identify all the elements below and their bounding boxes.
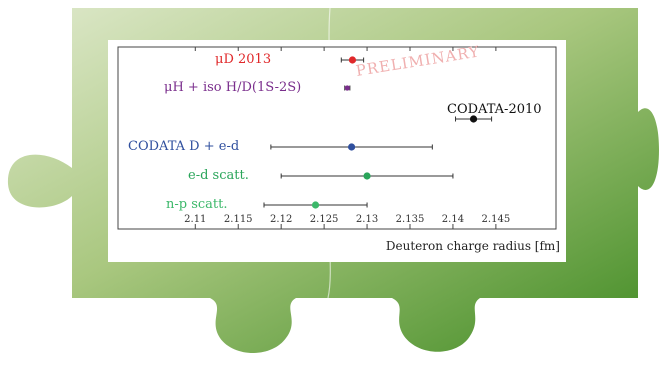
x-tick-label: 2.145 [481,214,511,225]
data-point-2 [344,85,351,91]
x-tick-label: 2.12 [270,214,293,225]
x-tick-label: 2.11 [184,214,207,225]
data-marker [348,143,356,151]
data-point-4 [270,143,433,151]
chart-plot-area [117,46,557,230]
data-marker [363,172,371,180]
data-point-6 [263,201,368,209]
data-marks [263,56,493,209]
data-marker [348,56,357,64]
series-label-3: CODATA-2010 [447,102,542,117]
data-point-1 [340,56,365,64]
x-tick-label: 2.14 [441,214,465,225]
x-tick-label: 2.135 [395,214,425,225]
plot-frame [117,46,557,230]
series-label-6: n-p scatt. [166,197,228,212]
data-marker [344,85,350,91]
x-axis-title: Deuteron charge radius [fm] [385,239,560,253]
data-marker [469,115,478,123]
data-point-3 [455,115,493,123]
x-tick-label: 2.13 [355,214,379,225]
chart-panel: PRELIMINARY μD 2013 μH + iso H/D(1S-2S) CO… [108,40,566,262]
series-label-2: μH + iso H/D(1S-2S) [164,80,302,95]
series-label-4: CODATA D + e-d [128,139,240,154]
series-label-5: e-d scatt. [188,168,249,183]
x-tick-label: 2.115 [223,214,253,225]
tick-marks [194,47,497,229]
data-marker [311,201,320,209]
series-label-1: μD 2013 [215,52,272,67]
data-point-5 [280,172,454,180]
x-tick-label: 2.125 [309,214,339,225]
